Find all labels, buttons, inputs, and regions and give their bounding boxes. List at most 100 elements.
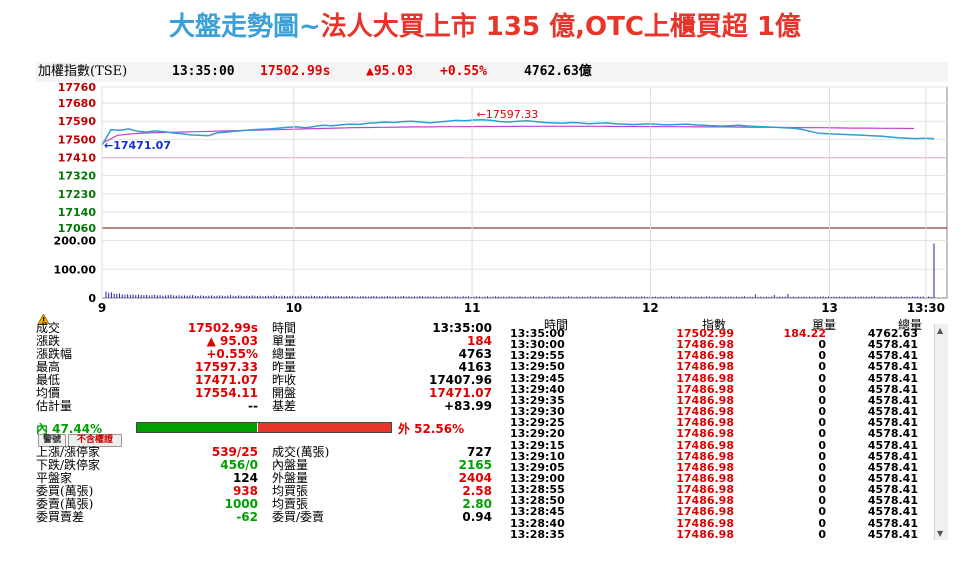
tick-row: 13:28:35 17486.98 0 4578.41 [506, 529, 948, 540]
tick-index: 17502.99 [676, 327, 734, 340]
price-tick-label: 17410 [58, 152, 97, 165]
price-tick-label: 17590 [58, 115, 97, 128]
stats-value: -- [248, 399, 258, 413]
tick-row: 13:28:55 17486.98 0 4578.41 [506, 484, 948, 495]
stats-row: 下跌/跌停家 456/0 內盤量 2165 [36, 459, 506, 472]
info-time: 13:35:00 [172, 64, 235, 79]
tick-unit-volume: 0 [818, 338, 826, 352]
stats-row: 最低 17471.07 昨收 17407.96 [36, 374, 506, 387]
tick-unit-volume: 0 [818, 360, 826, 374]
tick-time: 13:29:25 [510, 416, 565, 430]
stats-value: 124 [232, 471, 258, 485]
tick-time: 13:29:20 [510, 427, 565, 441]
tick-header-total: 總量 [898, 318, 923, 332]
price-tick-label: 17060 [58, 222, 97, 235]
tick-time: 13:28:35 [510, 527, 565, 541]
stats-value: 2.58 [462, 484, 492, 498]
stats-label: 總量 [272, 347, 297, 361]
stats-label: 單量 [272, 334, 297, 348]
tick-index: 17486.98 [676, 371, 734, 385]
stats-value: +83.99 [443, 399, 492, 413]
tick-index: 17486.98 [676, 449, 734, 463]
stats-label: 估計量 [36, 399, 73, 413]
tick-time: 13:29:35 [510, 393, 565, 407]
tick-unit-volume: 0 [818, 349, 826, 363]
stats-label: 委買(萬張) [36, 484, 94, 498]
exclude-warrants-button[interactable]: 不含權證 [68, 434, 122, 447]
tick-header-unit: 單量 [812, 318, 837, 332]
tick-time: 13:29:30 [510, 405, 565, 419]
tick-index: 17486.98 [676, 405, 734, 419]
tick-total-volume: 4578.41 [867, 427, 918, 441]
tick-unit-volume: 0 [818, 505, 826, 519]
stats-row: 成交 17502.99s 時間 13:35:00 [36, 322, 506, 335]
tick-unit-volume: 0 [818, 416, 826, 430]
stats-value: ▲ 95.03 [206, 334, 258, 348]
tick-row: 13:29:40 17486.98 0 4578.41 [506, 384, 948, 395]
tick-time: 13:29:40 [510, 382, 565, 396]
stats-value: 17502.99s [187, 321, 258, 335]
stats-value: 17471.07 [428, 386, 492, 400]
stats-label: 漲跌幅 [36, 347, 73, 361]
tick-unit-volume: 0 [818, 382, 826, 396]
tick-unit-volume: 184.22 [783, 327, 826, 340]
time-axis: 9 10 11 12 13 13:30 [98, 87, 945, 315]
tick-row: 13:29:50 17486.98 0 4578.41 [506, 361, 948, 372]
stats-label: 時間 [272, 321, 297, 335]
chevron-up-icon[interactable]: ▲ [937, 326, 944, 335]
stats-value: 456/0 [220, 458, 258, 472]
tick-index: 17486.98 [676, 527, 734, 541]
stats-row: 均價 17554.11 開盤 17471.07 [36, 387, 506, 400]
tick-row: 13:29:20 17486.98 0 4578.41 [506, 428, 948, 439]
stats-label: 成交 [36, 321, 61, 335]
info-bar: 加權指數(TSE) 13:35:00 17502.99s ▲95.03 +0.5… [36, 62, 948, 82]
tick-total-volume: 4578.41 [867, 405, 918, 419]
tick-index: 17486.98 [676, 349, 734, 363]
headline-part1: 大盤走勢圖~ [168, 12, 321, 42]
outer-ratio-label: 外 52.56% [398, 422, 465, 436]
chevron-down-icon[interactable]: ▼ [937, 529, 944, 538]
stats-value: 938 [232, 484, 258, 498]
tick-row: 13:28:40 17486.98 0 4578.41 [506, 518, 948, 529]
price-tick-label: 17500 [58, 133, 97, 146]
tick-row: 13:29:10 17486.98 0 4578.41 [506, 451, 948, 462]
tick-header-time: 時間 [544, 318, 569, 332]
low-marker-label: ←17471.07 [104, 139, 171, 152]
time-tick-label: 11 [464, 301, 481, 315]
tick-total-volume: 4578.41 [867, 460, 918, 474]
tick-total-volume: 4578.41 [867, 449, 918, 463]
inner-ratio-fill [137, 423, 258, 432]
price-tick-label: 17140 [58, 206, 97, 219]
price-tick-label: 17680 [58, 97, 97, 110]
stats-value: 4763 [458, 347, 492, 361]
tick-scrollbar[interactable]: ▲ ▼ [934, 324, 948, 540]
tick-index: 17486.98 [676, 416, 734, 430]
stats-label: 基差 [272, 399, 297, 413]
price-tick-label: 17760 [58, 82, 97, 94]
stats-label: 委買賣差 [36, 510, 85, 524]
tick-index: 17486.98 [676, 483, 734, 497]
stats-row: 委買賣差 -62 委買/委賣 0.94 [36, 511, 506, 524]
stats-value: 539/25 [211, 445, 258, 459]
tick-index: 17486.98 [676, 393, 734, 407]
tick-unit-volume: 0 [818, 471, 826, 485]
tick-time: 13:29:45 [510, 371, 565, 385]
tick-row: 13:29:55 17486.98 0 4578.41 [506, 350, 948, 361]
tick-row: 13:29:00 17486.98 0 4578.41 [506, 473, 948, 484]
stats-label: 上漲/漲停家 [36, 445, 101, 459]
plot-frame [101, 86, 948, 299]
stats-row: 漲跌 ▲ 95.03 單量 184 [36, 335, 506, 348]
tick-index: 17486.98 [676, 516, 734, 530]
index-price-line [101, 119, 935, 146]
high-marker-label: ←17597.33 [477, 108, 539, 121]
tick-total-volume: 4578.41 [867, 438, 918, 452]
tick-index: 17486.98 [676, 427, 734, 441]
tick-total-volume: 4578.41 [867, 371, 918, 385]
stats-value: 4163 [458, 360, 492, 374]
stats-value: 0.94 [462, 510, 492, 524]
tick-row: 13:35:00 17502.99 184.22 4762.63 [506, 328, 948, 339]
stats-label: 平盤家 [36, 471, 73, 485]
stats-label: 下跌/跌停家 [36, 458, 101, 472]
warning-button[interactable]: 警號 [38, 434, 66, 447]
price-area: 17760 17680 17590 17500 17410 17320 17230 17140… [58, 82, 948, 299]
